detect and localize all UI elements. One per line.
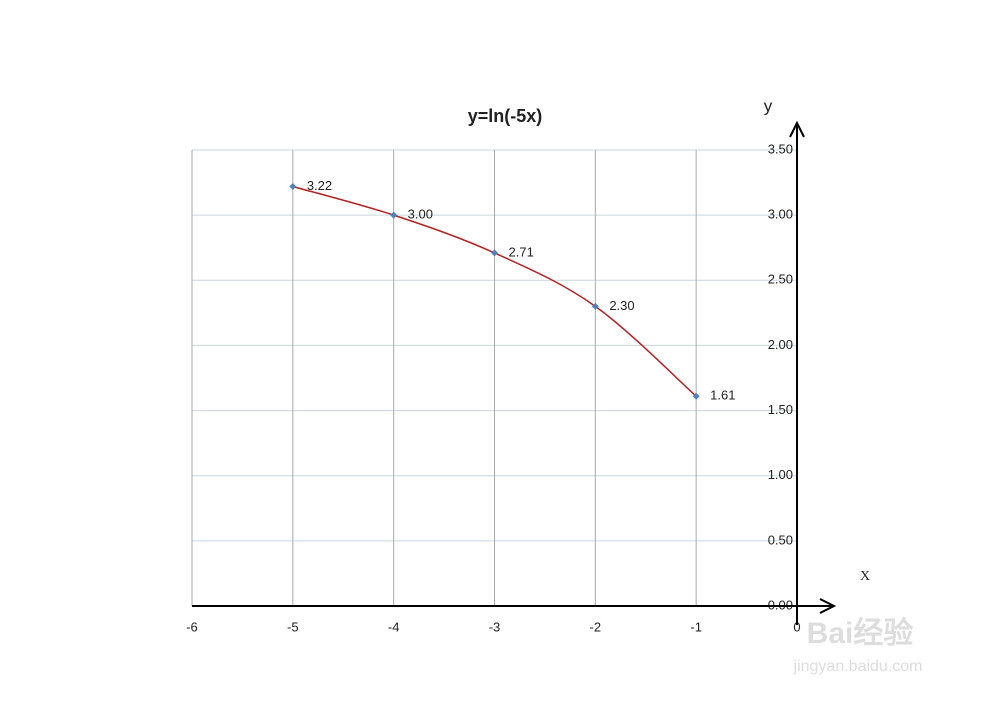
y-axis-arrow [789,120,805,138]
marker [591,302,599,310]
x-tick-label: -5 [287,619,299,634]
y-tick-label: 2.50 [768,272,793,287]
y-tick-label: 3.50 [768,141,793,156]
x-axis-arrow [819,598,837,614]
x-tick-label: -1 [690,619,702,634]
data-label: 3.22 [307,178,332,193]
y-tick-label: 1.50 [768,402,793,417]
y-tick-label: 1.00 [768,467,793,482]
watermark: Bai经验 [807,616,914,650]
y-tick-label: 0.00 [768,597,793,612]
marker [390,211,398,219]
data-label: 1.61 [710,388,735,403]
x-axis-label: X [860,569,870,584]
marker [289,182,297,190]
y-tick-label: 2.00 [768,337,793,352]
y-tick-label: 3.00 [768,207,793,222]
x-tick-label: -6 [186,619,198,634]
x-tick-label: -4 [388,619,400,634]
data-label: 3.00 [408,207,433,222]
y-tick-label: 0.50 [768,532,793,547]
y-axis-label: y [764,96,773,115]
chart-title: y=ln(-5x) [468,106,543,126]
data-label: 2.71 [509,244,534,259]
x-tick-label: 0 [793,619,800,634]
watermark-url: jingyan.baidu.com [793,658,923,675]
marker [692,392,700,400]
x-tick-label: -3 [489,619,501,634]
data-label: 2.30 [609,298,634,313]
marker [491,249,498,257]
x-tick-label: -2 [590,619,602,634]
